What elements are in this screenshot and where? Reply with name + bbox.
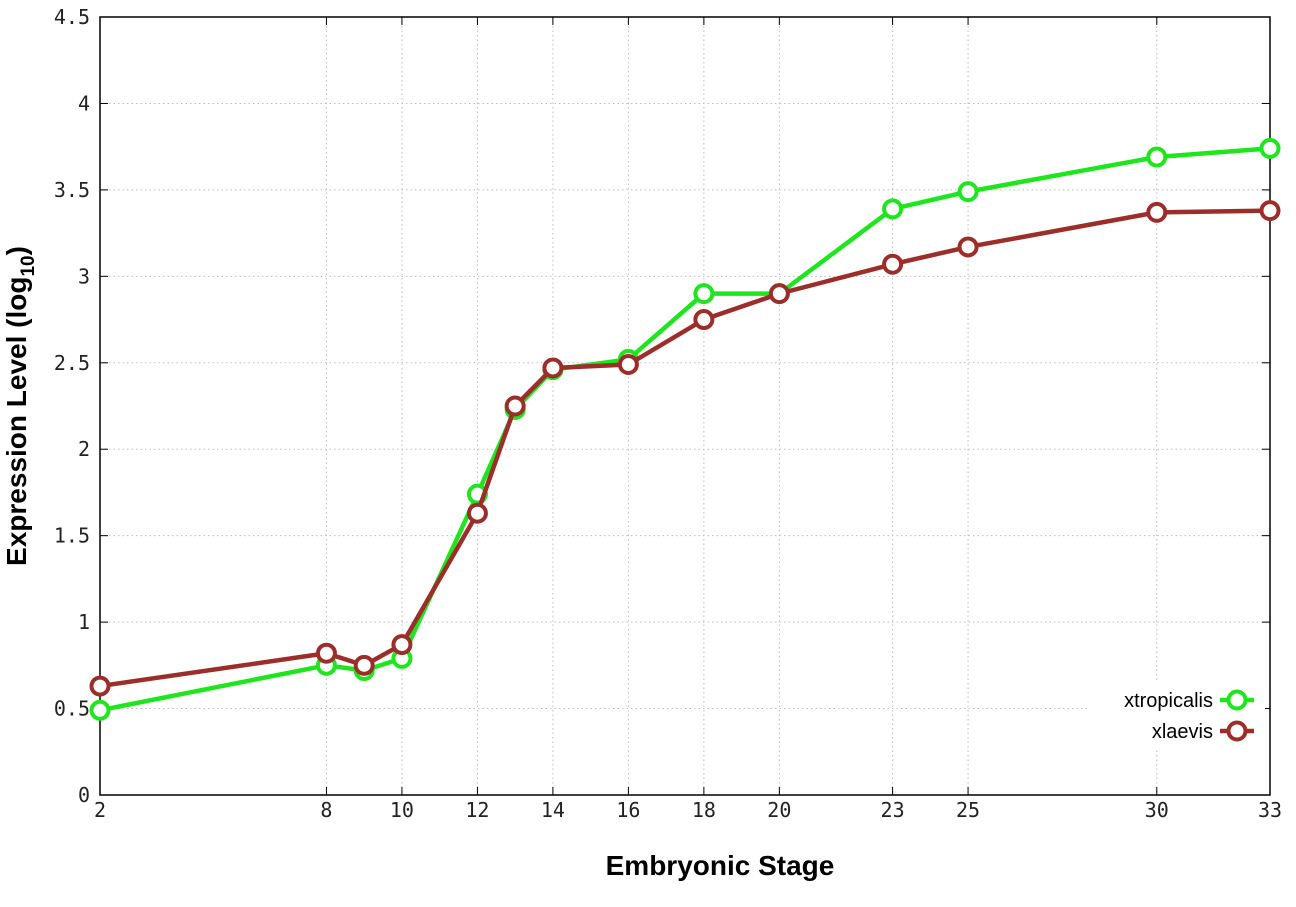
x-tick-label: 30 <box>1145 798 1169 822</box>
x-tick-label: 12 <box>465 798 489 822</box>
series-layer <box>89 137 1281 721</box>
data-point-xlaevis <box>617 354 639 376</box>
x-axis-title: Embryonic Stage <box>606 850 835 881</box>
data-point-xlaevis <box>768 283 790 305</box>
data-point-xlaevis <box>315 642 337 664</box>
series-line-xlaevis <box>99 208 1271 689</box>
x-tick-label: 10 <box>390 798 414 822</box>
data-point-xtropicalis <box>1259 137 1281 159</box>
y-axis-title-end: ) <box>1 246 32 255</box>
legend-label-xtropicalis: xtropicalis <box>1124 690 1213 712</box>
data-point-xlaevis <box>957 236 979 258</box>
y-tick-label: 2.5 <box>54 351 90 375</box>
series-line-xtropicalis <box>99 146 1271 713</box>
data-point-xlaevis <box>89 675 111 697</box>
x-tick-label: 18 <box>692 798 716 822</box>
y-tick-label: 2 <box>78 437 90 461</box>
x-tick-label: 16 <box>616 798 640 822</box>
y-axis-title: Expression Level (log10) <box>1 246 39 566</box>
legend: xtropicalis xlaevis <box>1090 680 1265 750</box>
y-tick-label: 3 <box>78 264 90 288</box>
y-tick-label: 1 <box>78 610 90 634</box>
data-point-xtropicalis <box>89 699 111 721</box>
data-point-xtropicalis <box>693 283 715 305</box>
data-point-xlaevis <box>391 634 413 656</box>
x-tick-label: 25 <box>956 798 980 822</box>
x-tick-label: 23 <box>881 798 905 822</box>
legend-swatch-marker-xlaevis <box>1226 720 1248 742</box>
data-point-xtropicalis <box>957 181 979 203</box>
plot-frame <box>99 16 1271 796</box>
x-tick-label: 2 <box>94 798 106 822</box>
y-tick-label: 4 <box>78 91 90 115</box>
legend-label-xlaevis: xlaevis <box>1152 721 1213 743</box>
data-point-xlaevis <box>466 502 488 524</box>
data-point-xlaevis <box>693 309 715 331</box>
y-tick-label: 4.5 <box>54 5 90 29</box>
x-tick-label: 14 <box>541 798 565 822</box>
data-point-xlaevis <box>353 654 375 676</box>
data-point-xlaevis <box>504 395 526 417</box>
x-tick-label: 33 <box>1258 798 1282 822</box>
y-axis-title-main: Expression Level (log <box>1 277 32 566</box>
data-point-xlaevis <box>1146 201 1168 223</box>
data-point-xtropicalis <box>1146 146 1168 168</box>
y-tick-label: 0 <box>78 783 90 807</box>
x-tick-label: 20 <box>767 798 791 822</box>
data-point-xlaevis <box>542 357 564 379</box>
data-point-xlaevis <box>1259 200 1281 222</box>
data-point-xtropicalis <box>882 198 904 220</box>
grid <box>99 16 1271 796</box>
y-axis-title-subscript: 10 <box>18 255 39 276</box>
y-tick-label: 1.5 <box>54 524 90 548</box>
y-tick-label: 3.5 <box>54 178 90 202</box>
y-tick-label: 0.5 <box>54 697 90 721</box>
data-point-xlaevis <box>882 253 904 275</box>
x-tick-label: 8 <box>320 798 332 822</box>
ticks: 2 8 10 12 14 16 18 20 23 25 30 33 0 0.5 1 1.5 2 2.5 3 3.5 4 4… <box>54 5 1282 822</box>
legend-swatch-marker-xtropicalis <box>1226 689 1248 711</box>
